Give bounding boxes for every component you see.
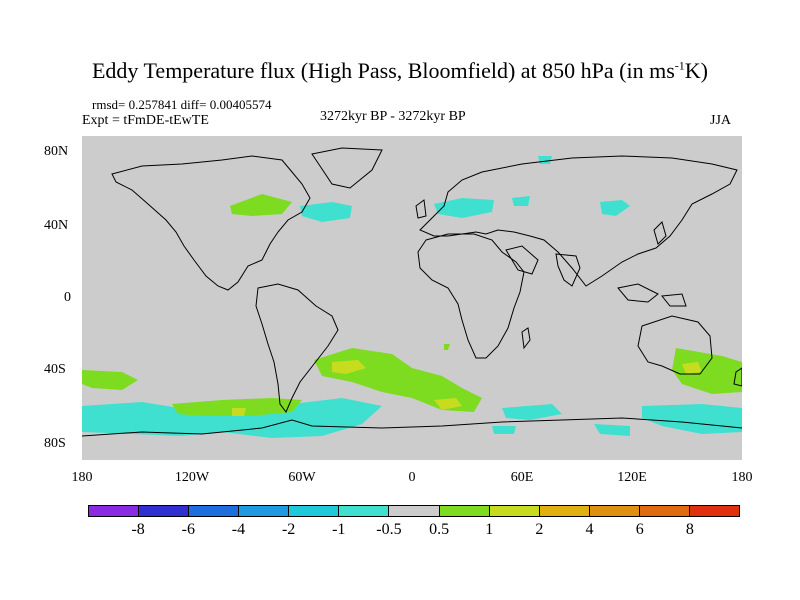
period-label: 3272kyr BP - 3272kyr BP (320, 109, 466, 124)
stronger-anomaly-patches (232, 360, 702, 416)
colorbar-segment (439, 506, 490, 516)
colorbar-label: 1 (485, 521, 494, 538)
y-tick-equator: 0 (64, 290, 71, 305)
colorbar-label: -6 (181, 521, 195, 538)
colorbar-label: 0.5 (429, 521, 450, 538)
x-tick-120w: 120W (174, 470, 210, 485)
map-svg (82, 136, 742, 460)
colorbar-segment (539, 506, 590, 516)
x-tick-180e: 180 (731, 470, 753, 485)
colorbar-segment (639, 506, 690, 516)
y-tick-80n: 80N (44, 144, 69, 159)
title-suffix: K) (684, 58, 708, 83)
y-tick-80s: 80S (44, 436, 66, 451)
colorbar-segment (189, 506, 240, 516)
colorbar-label: 2 (535, 521, 544, 538)
title-superscript: -1 (674, 58, 685, 73)
colorbar-segment (339, 506, 390, 516)
x-tick-60w: 60W (288, 470, 316, 485)
x-tick-180w: 180 (71, 470, 93, 485)
y-tick-40s: 40S (44, 362, 66, 377)
colorbar-segment (89, 506, 140, 516)
chart-title: Eddy Temperature flux (High Pass, Bloomf… (0, 58, 800, 84)
colorbar (88, 505, 740, 517)
colorbar-segment (139, 506, 190, 516)
colorbar-label: 6 (635, 521, 644, 538)
colorbar-label: -1 (332, 521, 346, 538)
colorbar-segment (589, 506, 640, 516)
colorbar-segment (389, 506, 440, 516)
y-tick-40n: 40N (44, 218, 69, 233)
colorbar-label: 4 (585, 521, 594, 538)
map-plot (82, 136, 742, 460)
colorbar-segment (289, 506, 340, 516)
colorbar-segment (689, 506, 740, 516)
x-tick-120e: 120E (617, 470, 647, 485)
colorbar-label: 8 (685, 521, 694, 538)
colorbar-segment (239, 506, 290, 516)
x-tick-0: 0 (408, 470, 416, 485)
rmsd-diff-text: rmsd= 0.257841 diff= 0.00405574 (92, 97, 272, 112)
colorbar-label: -0.5 (376, 521, 402, 538)
season-label: JJA (710, 113, 732, 128)
x-tick-60e: 60E (510, 470, 534, 485)
coastlines (82, 147, 742, 437)
colorbar-label: -4 (231, 521, 246, 538)
negative-anomaly-patches (82, 156, 742, 438)
colorbar-label: -2 (281, 521, 296, 538)
colorbar-segment (489, 506, 540, 516)
colorbar-label: -8 (131, 521, 145, 538)
title-main: Eddy Temperature flux (High Pass, Bloomf… (91, 58, 675, 83)
experiment-label: Expt = tFmDE-tEwTE (82, 113, 209, 128)
